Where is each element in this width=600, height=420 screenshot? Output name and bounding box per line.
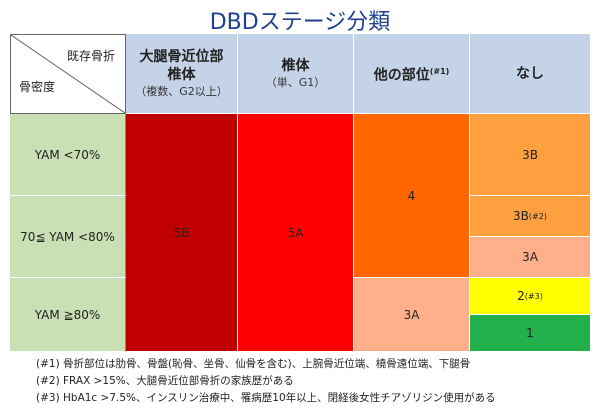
stage-cell-5b: 5B (126, 114, 238, 352)
stage-cell-3a-r2: 3A (470, 237, 590, 277)
stage-3b-r2-sup: (#2) (528, 211, 547, 221)
col-header-vertebra-sub: （単、G1） (265, 75, 326, 89)
stage-cell-2: 2 (#3) (470, 278, 590, 315)
dbd-stage-table: 既存骨折 骨密度 大腿骨近位部 椎体 （複数、G2以上） 椎体 （単、G1） 他… (10, 33, 591, 352)
col-header-vertebra: 椎体 （単、G1） (238, 34, 354, 114)
row-label-yam-ge80: YAM ≧80% (10, 278, 126, 352)
stage-cell-3b-r1: 3B (470, 114, 591, 196)
corner-label-fracture: 既存骨折 (66, 49, 115, 63)
stage-2-sup: (#3) (524, 291, 543, 301)
footnote-1: (#1) 骨折部位は肋骨、骨盤(恥骨、坐骨、仙骨を含む)、上腕骨近位端、橈骨遠位… (36, 358, 471, 370)
corner-label-bmd: 骨密度 (19, 80, 56, 94)
stage-cell-3b-r2: 3B (#2) (470, 196, 590, 237)
stage-stack-r3: 2 (#3) 1 (470, 278, 591, 352)
stage-2-label: 2 (517, 289, 525, 303)
stage-cell-5a: 5A (238, 114, 354, 352)
col-header-femur-main2: 椎体 (167, 66, 196, 83)
stage-cell-1: 1 (470, 315, 590, 351)
col-header-femur: 大腿骨近位部 椎体 （複数、G2以上） (126, 34, 238, 114)
footnote-3: (#3) HbA1c >7.5%、インスリン治療中、罹病歴10年以上、閉経後女性… (36, 392, 496, 404)
row-label-yam-70-80: 70≦ YAM <80% (10, 196, 126, 278)
stage-3b-r2-label: 3B (513, 209, 529, 223)
col-header-other-label: 他の部位(#1) (374, 63, 450, 85)
col-header-none: なし (470, 34, 591, 114)
col-header-other: 他の部位(#1) (354, 34, 470, 114)
col-header-vertebra-main: 椎体 (281, 57, 310, 74)
col-header-none-main: なし (516, 65, 544, 82)
stage-cell-3a-other: 3A (354, 278, 470, 352)
footnotes: (#1) 骨折部位は肋骨、骨盤(恥骨、坐骨、仙骨を含む)、上腕骨近位端、橈骨遠位… (36, 356, 496, 407)
footnote-2: (#2) FRAX >15%、大腿骨近位部骨折の家族歴がある (36, 375, 294, 387)
col-header-other-main: 他の部位 (373, 67, 430, 84)
col-header-femur-main: 大腿骨近位部 (139, 48, 224, 65)
page-title: DBDステージ分類 (209, 10, 391, 35)
corner-cell: 既存骨折 骨密度 (10, 34, 126, 114)
col-header-femur-sub: （複数、G2以上） (135, 84, 228, 98)
row-label-yam-lt70: YAM <70% (10, 114, 126, 196)
stage-stack-r2: 3B (#2) 3A (470, 196, 591, 278)
stage-cell-4: 4 (354, 114, 470, 278)
col-header-other-sup: (#1) (429, 66, 450, 76)
